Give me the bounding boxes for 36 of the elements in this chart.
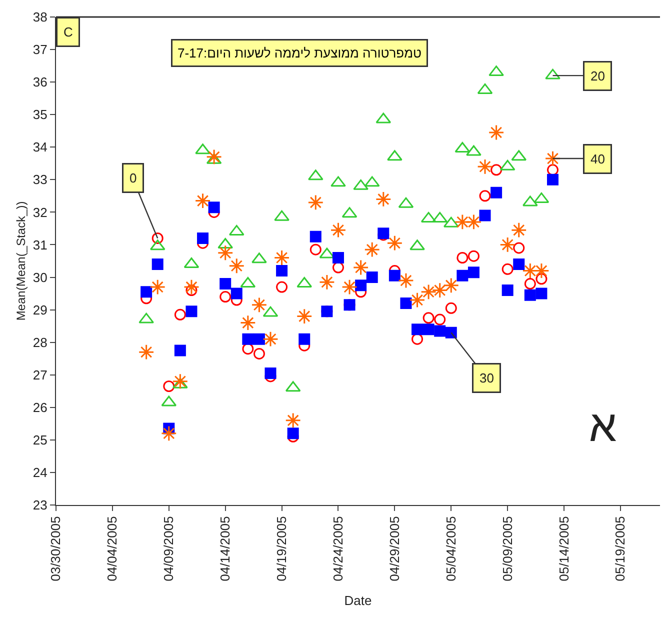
x-tick-label: 05/04/2005 [443, 516, 458, 582]
y-tick-label: 30 [32, 270, 48, 285]
text: 7-17:טמפרטורה ממוצעת ליממה לשעות היום [178, 46, 422, 60]
x-axis-title: Date [344, 592, 372, 608]
annotation: 0 [130, 170, 137, 186]
x-tick-label: 04/04/2005 [104, 516, 120, 582]
x-tick-label: 04/14/2005 [218, 516, 233, 582]
y-tick-label: 28 [32, 334, 48, 350]
y-tick-label: 26 [32, 400, 48, 415]
x-tick-label: 05/14/2005 [556, 516, 572, 582]
x-tick-label: 03/30/2005 [48, 516, 64, 582]
x-tick-label: 04/09/2005 [161, 516, 176, 582]
y-tick-label: 27 [32, 367, 48, 382]
y-tick-label: 36 [32, 74, 48, 90]
annotation: 40 [590, 152, 605, 166]
x-tick-label: 04/24/2005 [330, 516, 346, 582]
y-axis-title: Mean(Mean(_Stack_)) [14, 201, 28, 321]
annotation: 30 [480, 370, 494, 386]
x-tick-label: 04/19/2005 [274, 516, 290, 582]
x-tick-label: 05/19/2005 [612, 516, 628, 582]
annotation: א [589, 402, 617, 451]
y-tick-label: 35 [32, 107, 48, 122]
y-tick-label: 29 [32, 302, 48, 318]
x-tick-label: 04/29/2005 [386, 516, 402, 582]
y-tick-label: 33 [32, 172, 48, 188]
y-tick-label: 34 [32, 140, 48, 155]
y-tick-label: 32 [32, 204, 48, 220]
y-tick-label: 23 [32, 498, 48, 513]
y-tick-label: 25 [32, 432, 48, 448]
y-tick-label: 37 [32, 42, 48, 58]
annotation: 20 [590, 68, 605, 84]
y-tick-label: 24 [32, 465, 48, 480]
y-tick-label: 31 [32, 237, 48, 252]
y-tick-label: 38 [32, 10, 48, 25]
x-tick-label: 05/09/2005 [500, 516, 515, 582]
annotation: C [64, 24, 73, 40]
